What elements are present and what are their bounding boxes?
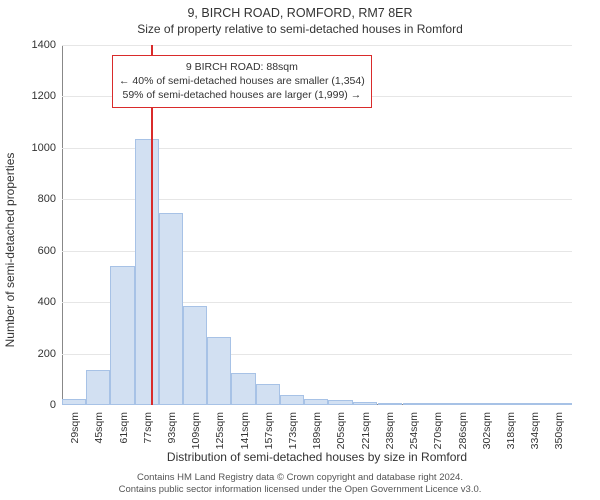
chart-subtitle: Size of property relative to semi-detach… [0, 22, 600, 36]
x-tick-label: 45sqm [91, 412, 105, 444]
plot-area: 020040060080010001200140029sqm45sqm61sqm… [62, 45, 572, 405]
x-tick-label: 141sqm [237, 412, 251, 449]
x-tick-label: 173sqm [285, 412, 299, 449]
x-tick-label: 157sqm [261, 412, 275, 449]
y-tick-label: 200 [38, 348, 62, 360]
histogram-bar [451, 403, 475, 405]
x-tick-label: 286sqm [455, 412, 469, 449]
histogram-bar [403, 403, 427, 405]
x-tick-label: 221sqm [358, 412, 372, 449]
y-axis-label: Number of semi-detached properties [3, 153, 17, 348]
y-tick-label: 1000 [32, 142, 62, 154]
histogram-bar [427, 403, 451, 405]
y-tick-label: 0 [50, 399, 62, 411]
info-box-line-1: 9 BIRCH ROAD: 88sqm [119, 60, 365, 74]
x-tick-label: 270sqm [430, 412, 444, 449]
y-tick-label: 800 [38, 193, 62, 205]
x-tick-label: 29sqm [67, 412, 81, 444]
info-box-line-3: 59% of semi-detached houses are larger (… [119, 88, 365, 102]
x-tick-label: 61sqm [116, 412, 130, 444]
info-box: 9 BIRCH ROAD: 88sqm← 40% of semi-detache… [112, 55, 372, 108]
x-axis-label: Distribution of semi-detached houses by … [62, 450, 572, 464]
y-tick-label: 400 [38, 296, 62, 308]
histogram-bar [304, 399, 328, 405]
x-tick-label: 125sqm [212, 412, 226, 449]
histogram-bar [524, 403, 548, 405]
y-tick-label: 1400 [32, 39, 62, 51]
y-axis-line [62, 45, 63, 405]
footer-line-2: Contains public sector information licen… [10, 484, 590, 496]
histogram-bar [183, 306, 207, 405]
chart-title: 9, BIRCH ROAD, ROMFORD, RM7 8ER [0, 6, 600, 20]
x-tick-label: 109sqm [188, 412, 202, 449]
x-tick-label: 254sqm [406, 412, 420, 449]
histogram-bar [231, 373, 255, 405]
x-tick-label: 334sqm [527, 412, 541, 449]
x-tick-label: 318sqm [503, 412, 517, 449]
x-tick-label: 350sqm [551, 412, 565, 449]
histogram-bar [135, 139, 159, 405]
y-tick-label: 1200 [32, 90, 62, 102]
histogram-bar [110, 266, 134, 405]
x-tick-label: 205sqm [333, 412, 347, 449]
x-tick-label: 93sqm [164, 412, 178, 444]
x-tick-label: 238sqm [382, 412, 396, 449]
histogram-bar [499, 403, 523, 405]
x-tick-label: 77sqm [140, 412, 154, 444]
histogram-bar [353, 402, 377, 405]
histogram-bar [86, 370, 110, 405]
histogram-bar [548, 403, 572, 405]
histogram-bar [256, 384, 280, 405]
histogram-bar [475, 403, 499, 405]
y-tick-label: 600 [38, 245, 62, 257]
x-tick-label: 302sqm [479, 412, 493, 449]
info-box-line-2: ← 40% of semi-detached houses are smalle… [119, 74, 365, 88]
histogram-bar [280, 395, 304, 405]
chart-container: 9, BIRCH ROAD, ROMFORD, RM7 8ER Size of … [0, 0, 600, 500]
histogram-bar [207, 337, 231, 405]
footer-text: Contains HM Land Registry data © Crown c… [10, 472, 590, 496]
histogram-bar [62, 399, 86, 405]
histogram-bar [378, 403, 402, 405]
footer-line-1: Contains HM Land Registry data © Crown c… [10, 472, 590, 484]
histogram-bar [159, 213, 183, 405]
x-tick-label: 189sqm [309, 412, 323, 449]
histogram-bar [328, 400, 352, 405]
gridline [62, 45, 572, 46]
